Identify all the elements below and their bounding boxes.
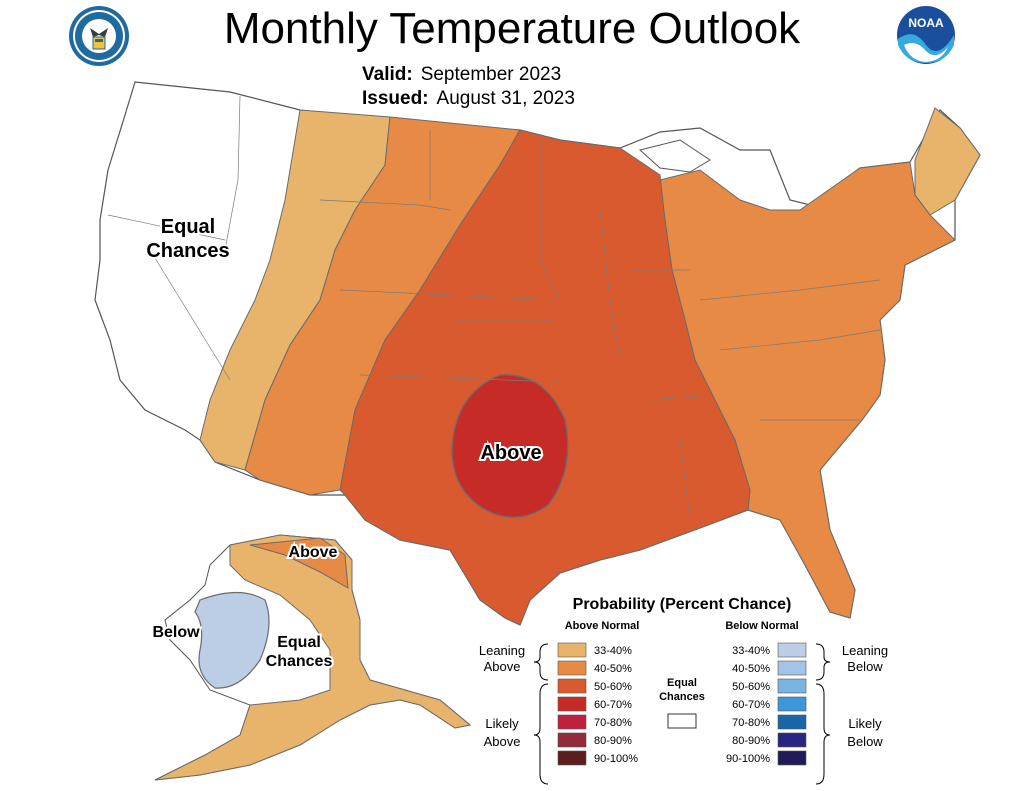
- legend-equal-label-2: Chances: [659, 691, 705, 703]
- alaska-middle-label: Equal Chances: [266, 634, 333, 670]
- leaning-below-2: Below: [847, 659, 883, 674]
- svg-text:NOAA: NOAA: [908, 16, 944, 30]
- noaa-logo-icon: NOAA: [897, 6, 955, 64]
- legend-below-label-1: 40-50%: [732, 663, 770, 675]
- state-boundaries: [107, 95, 881, 521]
- legend-below-swatch-4: [777, 714, 807, 730]
- issued-line: Issued: August 31, 2023: [362, 88, 575, 110]
- legend-above-label-5: 80-90%: [594, 735, 632, 747]
- legend-below-swatch-2: [777, 678, 807, 694]
- issued-label: Issued:: [362, 88, 429, 109]
- legend-below-label-2: 50-60%: [732, 681, 770, 693]
- legend-above-swatch-1: [557, 660, 587, 676]
- legend-title: Probability (Percent Chance): [573, 596, 792, 613]
- valid-line: Valid: September 2023: [362, 64, 561, 86]
- likely-below-2: Below: [847, 734, 883, 749]
- alaska-west-label: Below: [152, 624, 200, 641]
- above-60-70-region: [451, 374, 569, 518]
- legend-above-swatch-0: [557, 642, 587, 658]
- legend-below-label-4: 70-80%: [732, 717, 770, 729]
- west-label: Equal Chances: [146, 216, 229, 262]
- legend-above-swatch-2: [557, 678, 587, 694]
- commerce-seal-icon: [69, 6, 129, 66]
- legend-above-label-2: 50-60%: [594, 681, 632, 693]
- legend-below-swatch-5: [777, 732, 807, 748]
- legend-below-swatches: 33-40% 40-50% 50-60% 60-70% 70-80% 80-90% 90-1…: [726, 642, 807, 766]
- alaska-below-region: [194, 591, 270, 689]
- legend-below-label-0: 33-40%: [732, 645, 770, 657]
- legend-below-label-6: 90-100%: [726, 753, 770, 765]
- legend-above-swatch-6: [557, 750, 587, 766]
- legend-below-header: Below Normal: [725, 620, 798, 632]
- legend-above-label-6: 90-100%: [594, 753, 638, 765]
- brace-leaning-below: [815, 643, 831, 681]
- likely-above-1: Likely: [485, 716, 519, 731]
- probability-legend: Probability (Percent Chance) Above Norma…: [479, 596, 888, 785]
- legend-below-swatch-0: [777, 642, 807, 658]
- legend-above-swatches: 33-40% 40-50% 50-60% 60-70% 70-80% 80-90% 90-1…: [557, 642, 638, 766]
- alaska-above-region: [154, 534, 472, 781]
- alaska-north-label: Above: [289, 544, 338, 561]
- legend-below-swatch-3: [777, 696, 807, 712]
- alaska-above-40-50-region: [249, 537, 349, 589]
- legend-above-label-0: 33-40%: [594, 645, 632, 657]
- above-33-40-northeast: [914, 107, 981, 216]
- legend-above-swatch-4: [557, 714, 587, 730]
- brace-likely-above: [533, 683, 549, 785]
- page-title: Monthly Temperature Outlook: [223, 4, 801, 53]
- legend-above-header: Above Normal: [565, 620, 640, 632]
- legend-above-swatch-5: [557, 732, 587, 748]
- legend-equal-label-1: Equal: [667, 677, 697, 689]
- valid-label: Valid:: [362, 64, 413, 85]
- likely-below-1: Likely: [848, 716, 882, 731]
- brace-likely-below: [815, 683, 831, 785]
- legend-above-label-1: 40-50%: [594, 663, 632, 675]
- likely-above-2: Above: [484, 734, 521, 749]
- legend-below-swatch-1: [777, 660, 807, 676]
- legend-below-label-3: 60-70%: [732, 699, 770, 711]
- valid-value: September 2023: [420, 64, 562, 85]
- issued-value: August 31, 2023: [436, 88, 575, 109]
- brace-leaning-above: [533, 643, 549, 681]
- leaning-above-2: Above: [484, 659, 521, 674]
- leaning-above-1: Leaning: [479, 643, 525, 658]
- legend-above-label-4: 70-80%: [594, 717, 632, 729]
- center-label: Above: [480, 442, 541, 464]
- legend-equal-swatch: [667, 713, 697, 729]
- legend-above-swatch-3: [557, 696, 587, 712]
- legend-below-swatch-6: [777, 750, 807, 766]
- leaning-below-1: Leaning: [842, 643, 888, 658]
- legend-below-label-5: 80-90%: [732, 735, 770, 747]
- legend-above-label-3: 60-70%: [594, 699, 632, 711]
